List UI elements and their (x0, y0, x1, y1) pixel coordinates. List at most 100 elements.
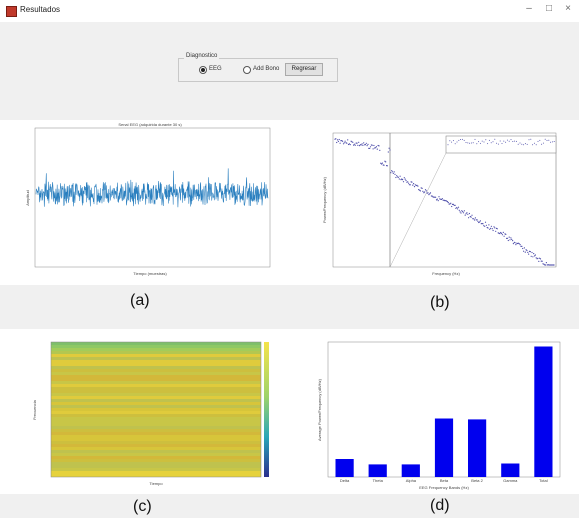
psd-point (427, 192, 429, 194)
psd-point (374, 147, 376, 149)
caption-band-bottom (0, 494, 579, 518)
radio-eeg[interactable] (199, 66, 207, 74)
inset-point (506, 139, 508, 141)
psd-point (545, 262, 547, 264)
heatmap-row (51, 441, 261, 444)
chart-d-xlabel: EEG Frequency Bands (Hz) (419, 485, 469, 490)
psd-point (533, 253, 535, 255)
inset-point (472, 142, 474, 144)
inset-point (497, 143, 499, 145)
psd-point (429, 192, 432, 194)
heatmap-row (51, 351, 261, 354)
inset-series (447, 138, 555, 146)
radio-other[interactable] (243, 66, 251, 74)
heatmap-row (51, 366, 261, 369)
zoom-connector-left (389, 152, 447, 268)
psd-point (354, 144, 356, 146)
inset-point (514, 140, 516, 142)
psd-point (444, 200, 446, 202)
psd-point (551, 264, 553, 266)
psd-point (387, 151, 389, 153)
eeg-signal-chart: Senal EEG (adquirida durante 30 s) Tiemp… (25, 122, 271, 276)
heatmap-cells (51, 342, 261, 477)
psd-point (522, 247, 524, 250)
psd-point (473, 219, 476, 221)
psd-point (546, 264, 548, 266)
psd-point (376, 148, 378, 150)
psd-point (367, 143, 369, 145)
heatmap-row (51, 450, 261, 453)
psd-point (386, 165, 388, 167)
psd-point (442, 199, 444, 201)
psd-point (464, 214, 466, 216)
heatmap-row (51, 414, 261, 417)
bar-tick-label: Alpha (406, 478, 417, 483)
chart-b-xlabel: Frequency (Hz) (432, 271, 460, 276)
psd-point (490, 227, 492, 229)
psd-point (418, 189, 420, 191)
psd-point (525, 249, 527, 251)
psd-point (489, 228, 491, 230)
caption-a: (a) (130, 292, 150, 309)
psd-point (508, 236, 510, 238)
inset-point (488, 139, 490, 141)
psd-point (501, 232, 503, 234)
inset-point (454, 143, 456, 145)
psd-point (477, 220, 479, 222)
psd-point (490, 225, 492, 227)
psd-point (373, 144, 375, 147)
matlab-icon (6, 6, 17, 17)
psd-point (537, 257, 539, 259)
psd-point (397, 176, 399, 178)
psd-point (346, 142, 348, 144)
inset-point (530, 138, 532, 140)
psd-point (491, 228, 493, 230)
close-button[interactable]: × (565, 3, 571, 14)
maximize-button[interactable]: □ (545, 3, 553, 14)
psd-point (375, 146, 377, 148)
psd-point (424, 191, 426, 193)
psd-point (366, 145, 368, 147)
psd-point (510, 237, 512, 239)
heatmap-row (51, 417, 261, 420)
psd-point (379, 149, 381, 151)
heatmap-row (51, 426, 261, 429)
minimize-button[interactable]: – (526, 3, 532, 14)
psd-point (417, 185, 419, 187)
back-button[interactable]: Regresar (285, 63, 323, 76)
psd-point (462, 211, 464, 213)
psd-point (360, 144, 362, 146)
psd-point (402, 181, 405, 183)
psd-point (456, 206, 458, 209)
psd-point (498, 232, 500, 234)
psd-point (473, 218, 475, 220)
psd-point (408, 182, 410, 184)
inset-point (533, 142, 535, 144)
heatmap-row (51, 381, 261, 384)
psd-point (438, 196, 440, 198)
psd-point (550, 264, 552, 266)
psd-point (414, 184, 416, 186)
psd-point (335, 138, 337, 140)
psd-point (425, 190, 427, 192)
psd-point (449, 203, 451, 205)
inset-point (460, 139, 462, 140)
heatmap-row (51, 387, 261, 390)
title-bar: Resultados – □ × (0, 0, 579, 22)
psd-point (436, 198, 438, 200)
psd-point (471, 214, 473, 216)
psd-point (412, 184, 414, 186)
inset-point (524, 143, 526, 145)
psd-point (527, 251, 529, 253)
psd-point (339, 142, 341, 144)
psd-point (356, 142, 358, 144)
psd-point (468, 212, 470, 215)
psd-point (416, 184, 418, 186)
bar-alpha (401, 464, 420, 477)
psd-point (447, 202, 449, 204)
psd-point (468, 217, 470, 219)
heatmap-row (51, 393, 261, 396)
inset-point (539, 139, 541, 141)
psd-point (364, 144, 366, 146)
psd-point (393, 171, 395, 173)
